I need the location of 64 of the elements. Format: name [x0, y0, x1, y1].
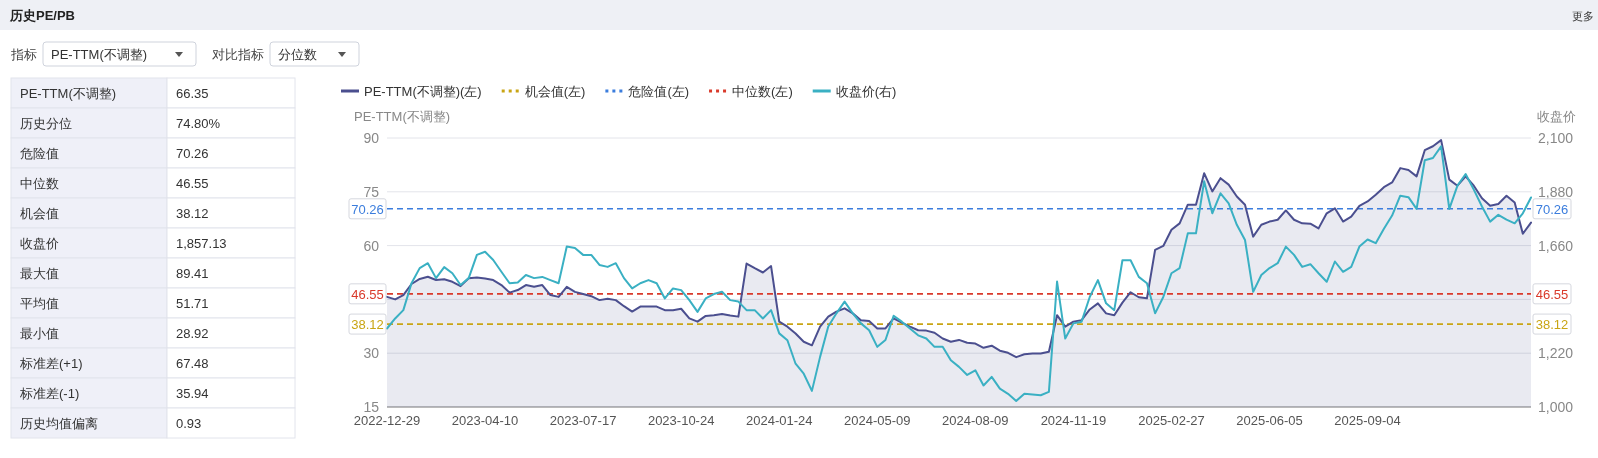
- x-tick-label: 2024-05-09: [844, 413, 911, 428]
- y2-tick-label: 2,100: [1538, 130, 1574, 146]
- text: 机会值(左): [524, 84, 586, 99]
- category-label: 中位数: [20, 176, 59, 191]
- category-label: 历史分位: [20, 116, 72, 131]
- y-tick-label: 30: [363, 345, 380, 362]
- text: 89.41: [176, 266, 209, 281]
- text: 1,857.13: [176, 236, 227, 251]
- x-tick-label: 2022-12-29: [353, 413, 421, 428]
- y2-tick-label: 1,220: [1538, 345, 1574, 362]
- x-tick-label: 2025-02-27: [1138, 413, 1205, 428]
- category-label: 收盘价: [20, 236, 59, 251]
- y-tick-label: 90: [363, 130, 380, 146]
- text: 更多: [1572, 10, 1594, 22]
- x-tick-label: 2024-11-19: [1040, 413, 1107, 428]
- y-tick-label: 60: [363, 237, 380, 254]
- text: 38.12: [1535, 317, 1569, 333]
- text: 28.92: [176, 326, 209, 341]
- y-tick-label: 15: [363, 399, 380, 415]
- text: 分位数: [278, 47, 317, 62]
- x-tick-label: 2023-07-17: [549, 413, 617, 428]
- text: 历史PE/PB: [9, 8, 76, 23]
- x-tick-label: 2025-09-04: [1334, 413, 1401, 428]
- text: 对比指标: [212, 47, 264, 62]
- category-label: PE-TTM(不调整): [20, 86, 117, 101]
- text: 67.48: [176, 356, 209, 371]
- y2-tick-label: 1,880: [1538, 183, 1574, 200]
- text: 46.55: [1535, 286, 1569, 302]
- x-tick-label: 2025-06-05: [1236, 413, 1303, 428]
- text: 51.71: [176, 296, 209, 311]
- category-label: 平均值: [20, 296, 59, 311]
- text: PE-TTM(不调整): [51, 47, 148, 62]
- y-tick-label: 75: [363, 183, 380, 200]
- text: 74.80%: [176, 116, 221, 131]
- y2-tick-label: 1,000: [1538, 399, 1574, 415]
- legend-label: 收盘价(右): [835, 84, 897, 99]
- category-label: 标准差(-1): [19, 386, 80, 401]
- category-label: 最大值: [20, 266, 59, 281]
- text: 38.12: [176, 206, 209, 221]
- category-label: 历史均值偏离: [20, 416, 98, 431]
- y-axis-title: PE-TTM(不调整): [354, 109, 451, 124]
- category-label: 危险值: [20, 146, 59, 161]
- ref-line-label: 38.12: [351, 317, 384, 333]
- x-tick-label: 2023-10-24: [647, 413, 715, 428]
- text: 70.26: [176, 146, 209, 161]
- x-tick-label: 2024-01-24: [745, 413, 813, 428]
- text: 66.35: [176, 86, 209, 101]
- text: 危险值(左): [628, 84, 690, 99]
- text: 35.94: [176, 386, 209, 401]
- text: 中位数(左): [732, 84, 793, 99]
- legend-label: PE-TTM(不调整)(左): [364, 84, 482, 99]
- y2-axis-title: 收盘价: [1537, 109, 1576, 124]
- category-label: 最小值: [20, 326, 59, 341]
- ref-line-label: 70.26: [351, 201, 384, 217]
- text: 指标: [10, 47, 37, 62]
- text: 70.26: [1535, 201, 1569, 217]
- category-label: 标准差(+1): [19, 356, 83, 371]
- text: 0.93: [176, 416, 202, 431]
- text: 46.55: [176, 176, 209, 191]
- category-label: 机会值: [20, 206, 59, 221]
- y2-tick-label: 1,660: [1538, 237, 1574, 254]
- x-tick-label: 2023-04-10: [451, 413, 519, 428]
- x-tick-label: 2024-08-09: [942, 413, 1009, 428]
- ref-line-label: 46.55: [351, 286, 384, 302]
